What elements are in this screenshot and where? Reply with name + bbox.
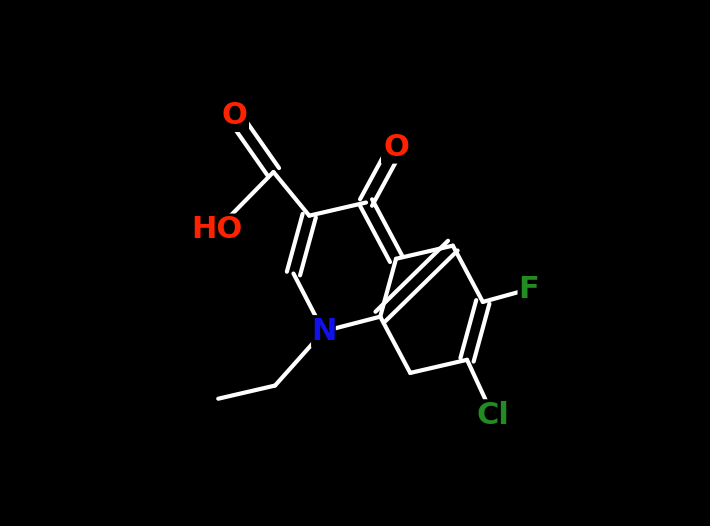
- Text: F: F: [518, 275, 539, 304]
- Text: Cl: Cl: [476, 401, 509, 430]
- Text: O: O: [383, 133, 409, 162]
- FancyBboxPatch shape: [219, 99, 249, 132]
- FancyBboxPatch shape: [474, 399, 512, 432]
- FancyBboxPatch shape: [311, 315, 336, 348]
- Text: N: N: [311, 317, 336, 346]
- FancyBboxPatch shape: [381, 131, 411, 164]
- FancyBboxPatch shape: [195, 214, 239, 246]
- Text: HO: HO: [191, 215, 242, 245]
- Text: O: O: [221, 101, 247, 130]
- FancyBboxPatch shape: [518, 273, 540, 306]
